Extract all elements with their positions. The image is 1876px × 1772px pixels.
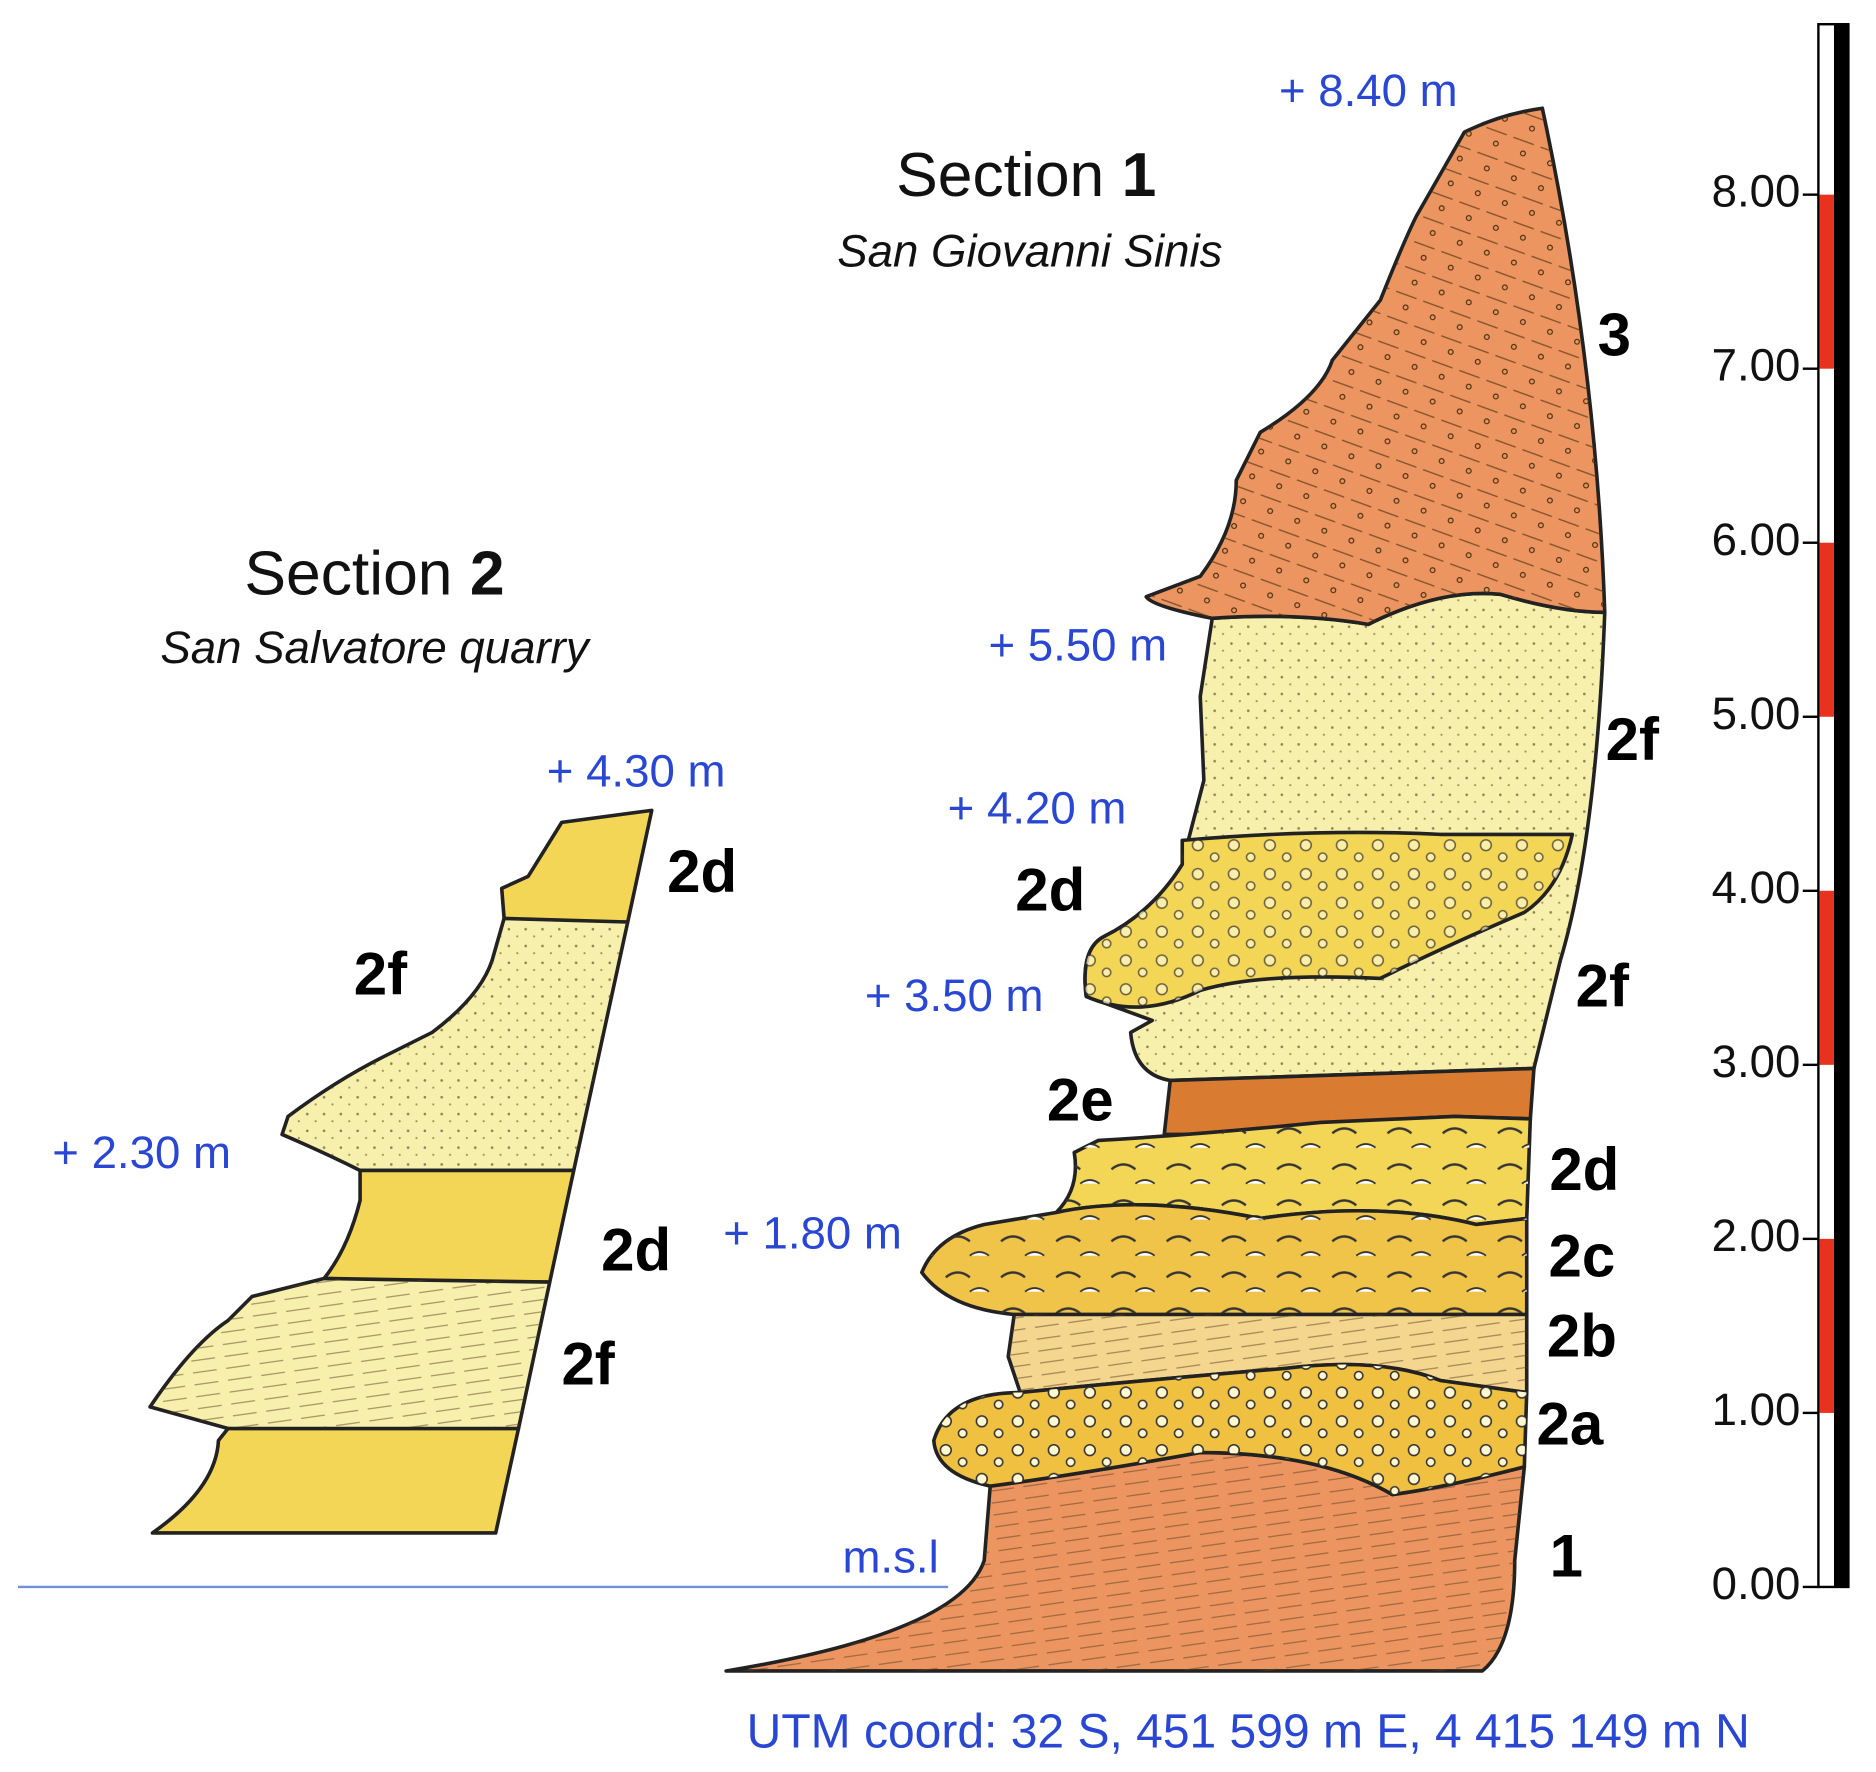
bed-2b-texture [1008,1314,1527,1393]
scale-tick-label: 2.00 [1712,1210,1801,1261]
layer-label: 2f [1606,706,1660,773]
scale-segment [1819,194,1834,369]
scale-tick-label: 4.00 [1712,862,1801,913]
layer-label: 2d [667,838,737,905]
layer-label: 2b [1547,1303,1617,1370]
bed-3-texture [1146,108,1605,625]
bed-2f-lower-texture [150,1278,550,1432]
scale-bar-strip [1833,24,1849,1587]
layer-label: 2a [1537,1390,1604,1457]
elevation-label: + 4.20 m [948,783,1127,834]
section-1-title: Section 1 [896,142,1156,211]
section-2-title-word: Section [244,540,452,609]
section-2-title: Section 2 [244,540,504,609]
bed-2d-middle [322,1168,576,1284]
elevation-label: + 2.30 m [52,1127,231,1178]
section-2-subtitle: San Salvatore quarry [160,622,592,673]
bed-2a-texture [933,1364,1527,1495]
scale-tick-label: 5.00 [1712,688,1801,739]
scale-tick-label: 3.00 [1712,1036,1801,1087]
layer-label: 3 [1598,302,1631,369]
bed-1-texture [726,1452,1525,1671]
bed-2d-bottom [150,1426,521,1535]
scale-segment [1819,890,1834,1065]
scale-segment [1819,542,1834,717]
layer-label: 2d [601,1216,671,1283]
scale-tick-label: 0.00 [1712,1558,1801,1609]
bed-2f-texture [282,918,628,1171]
elevation-label: + 4.30 m [547,745,726,796]
sea-level-label: m.s.l [842,1532,938,1583]
layer-label: 2f [561,1330,615,1397]
section-2-column [148,808,654,1535]
scale-tick-label: 1.00 [1712,1384,1801,1435]
section-1-subtitle: San Giovanni Sinis [837,226,1222,277]
elevation-label: + 5.50 m [988,619,1167,670]
scale-tick-label: 6.00 [1712,514,1801,565]
section-1-title-word: Section [896,142,1104,211]
layer-label: 2d [1015,856,1085,923]
section-1-number: 1 [1122,142,1157,211]
layer-label: 1 [1550,1522,1583,1589]
scale-segment [1819,1238,1834,1413]
scale-tick-label: 8.00 [1712,166,1801,217]
elevation-label: + 8.40 m [1279,65,1458,116]
scale-tick-label: 7.00 [1712,340,1801,391]
layer-label: 2f [1576,952,1630,1019]
layer-label: 2d [1549,1136,1619,1203]
scale-bar: 0.00 1.00 2.00 3.00 4.00 5.00 6.00 7.00 8.00 [1712,23,1850,1609]
bed-2c-texture [921,1204,1527,1315]
bed-2d-lower-texture [1056,1116,1531,1225]
bed-2d-upper-texture [1085,832,1573,1008]
section-1-column [724,106,1607,1673]
layer-label: 2e [1047,1066,1114,1133]
coordinates: UTM coord: 32 S, 451 599 m E, 4 415 149 … [747,1705,1750,1758]
section-2-number: 2 [470,540,505,609]
elevation-label: + 1.80 m [723,1208,902,1259]
elevation-label: + 3.50 m [865,970,1044,1021]
bed-2d-top [499,808,654,925]
layer-label: 2f [354,940,408,1007]
layer-label: 2c [1549,1222,1616,1289]
